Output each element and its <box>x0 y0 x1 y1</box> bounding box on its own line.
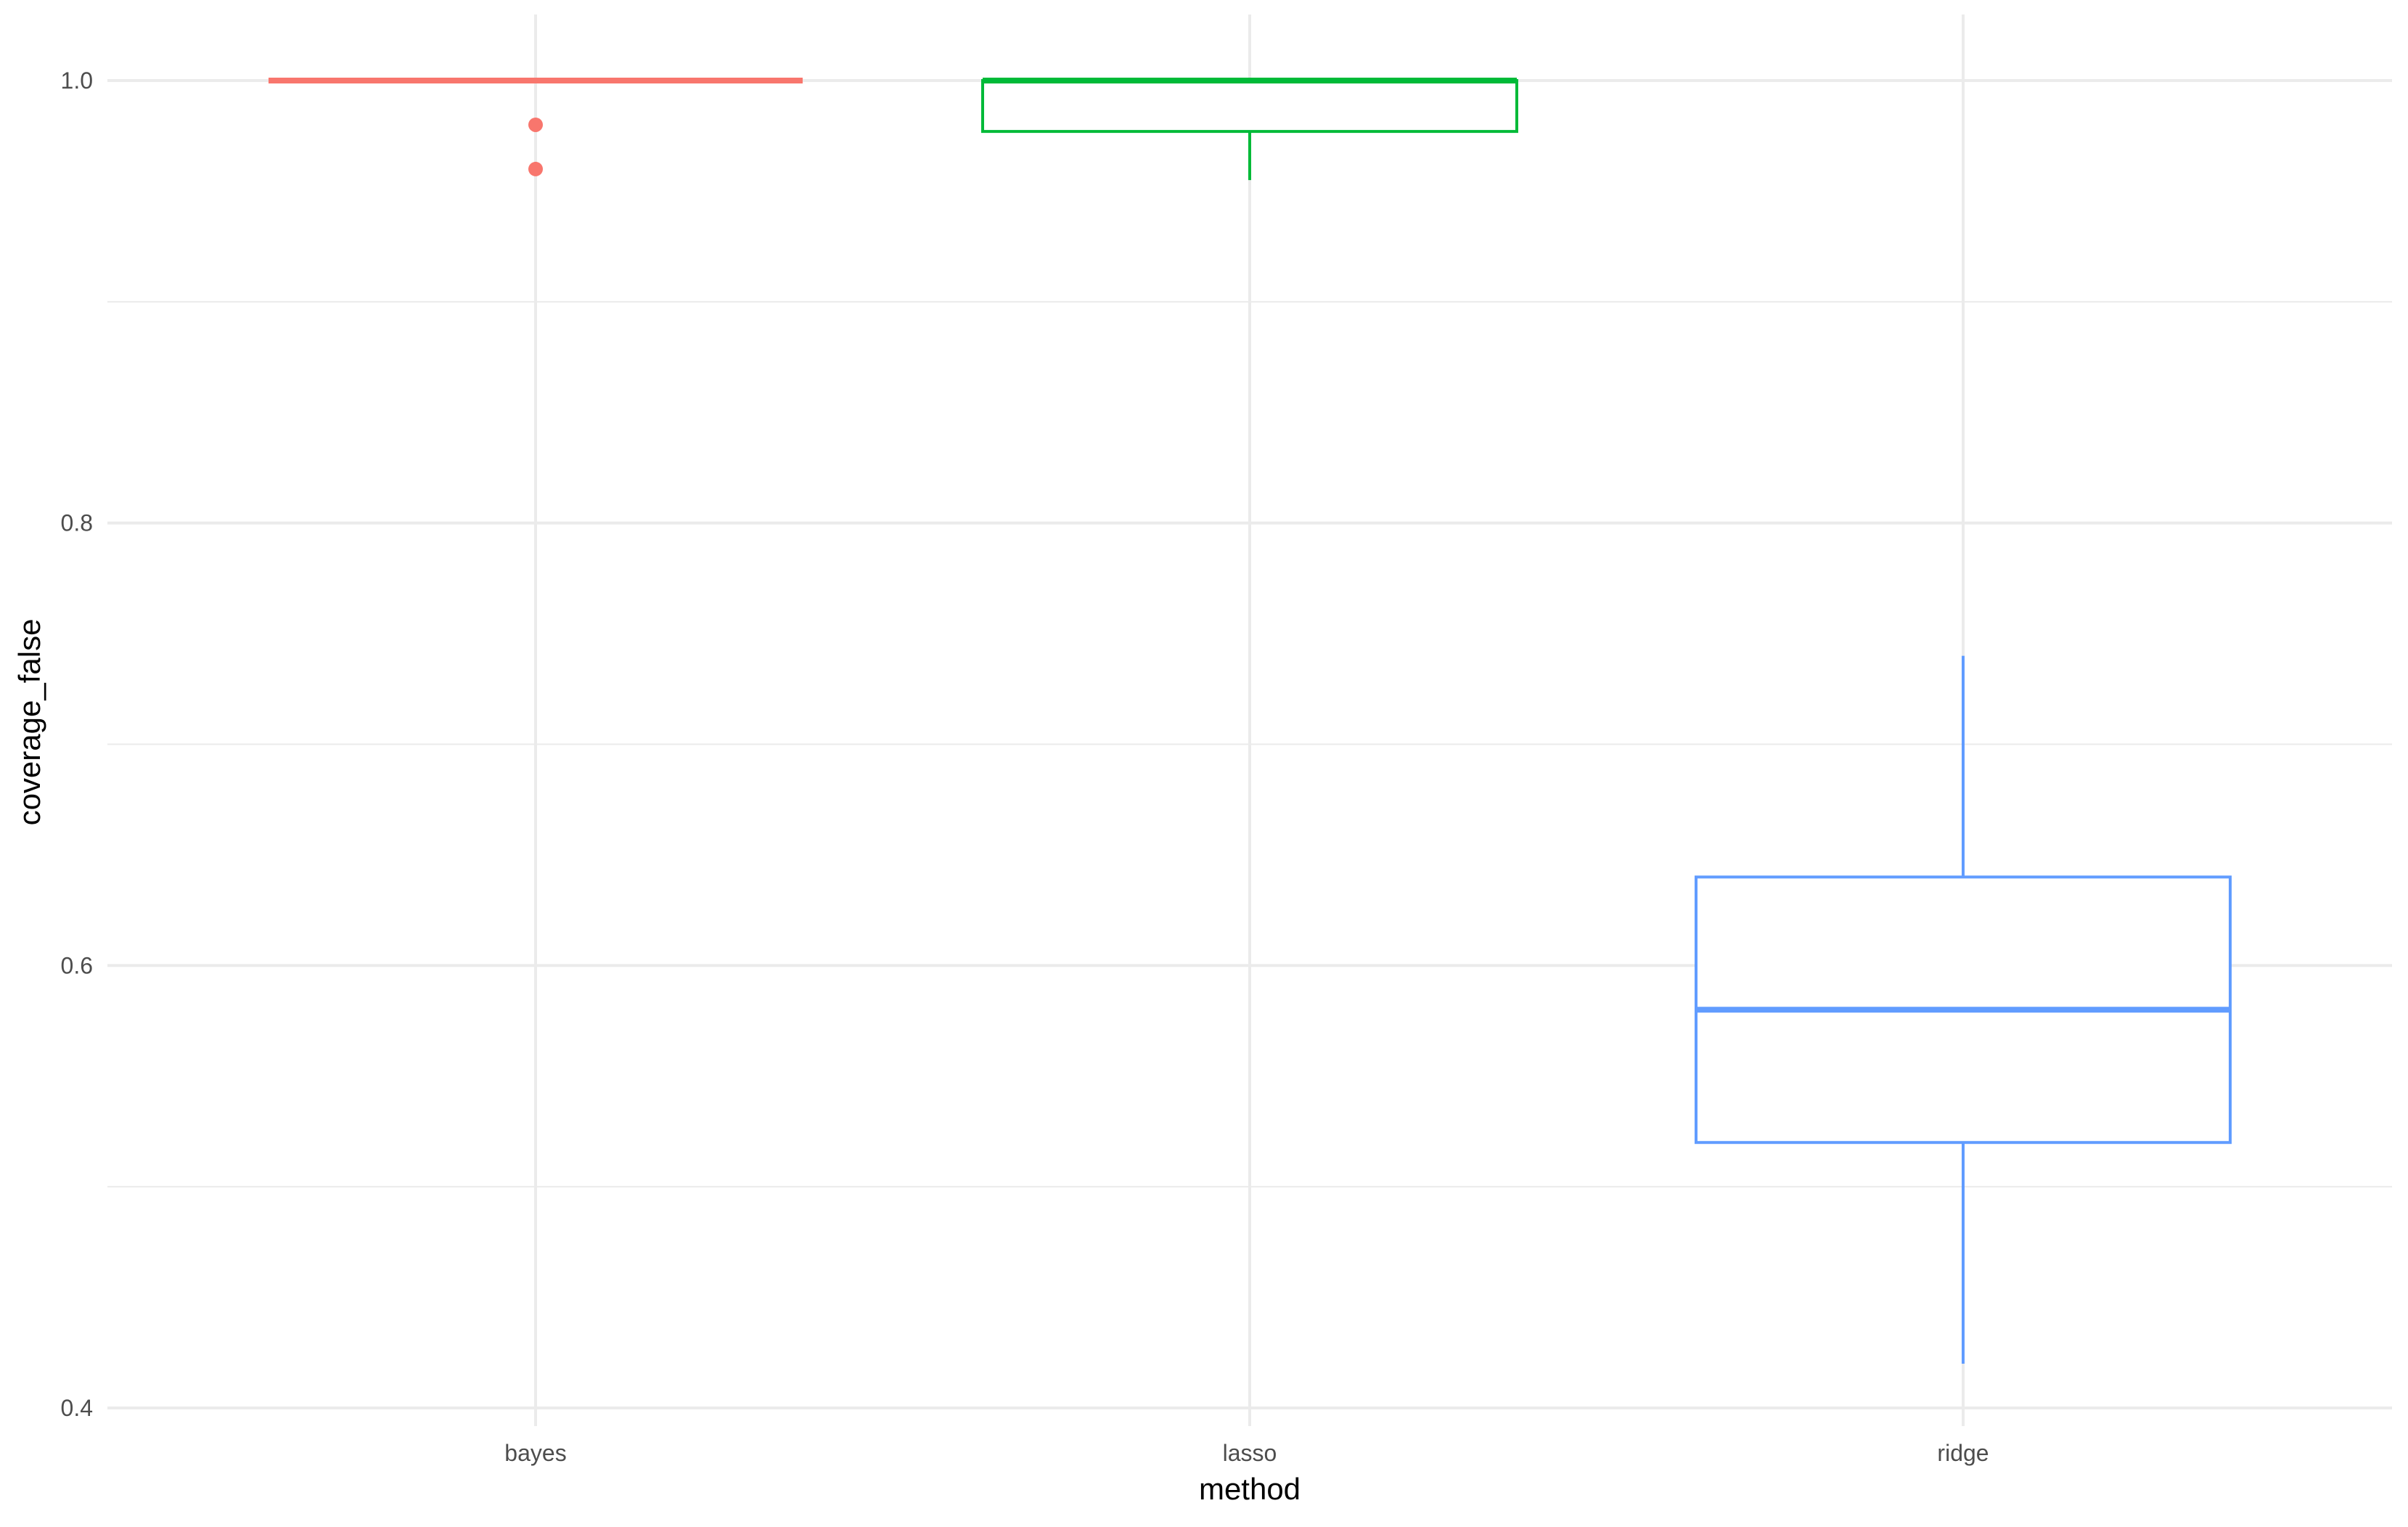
y-axis-title: coverage_false <box>12 619 46 826</box>
x-tick-label-bayes: bayes <box>504 1440 566 1466</box>
x-tick-label-lasso: lasso <box>1223 1440 1277 1466</box>
outlier-point <box>528 117 543 132</box>
x-tick-label-ridge: ridge <box>1937 1440 1989 1466</box>
y-tick-label: 1.0 <box>61 67 93 94</box>
box-body <box>981 79 1518 134</box>
x-axis-title: method <box>1199 1472 1301 1506</box>
box-ridge <box>1695 655 2232 1364</box>
box-bayes <box>269 78 803 176</box>
label-layer: 0.4 0.6 0.8 1.0 bayes lasso ridge <box>61 67 1989 1466</box>
y-tick-label: 0.8 <box>61 510 93 536</box>
y-tick-label: 0.4 <box>61 1395 93 1421</box>
outlier-point <box>528 161 543 176</box>
y-tick-label: 0.6 <box>61 952 93 978</box>
box-layer <box>269 78 2232 1364</box>
grid-layer <box>107 15 2392 1426</box>
box-lasso <box>981 78 1518 181</box>
